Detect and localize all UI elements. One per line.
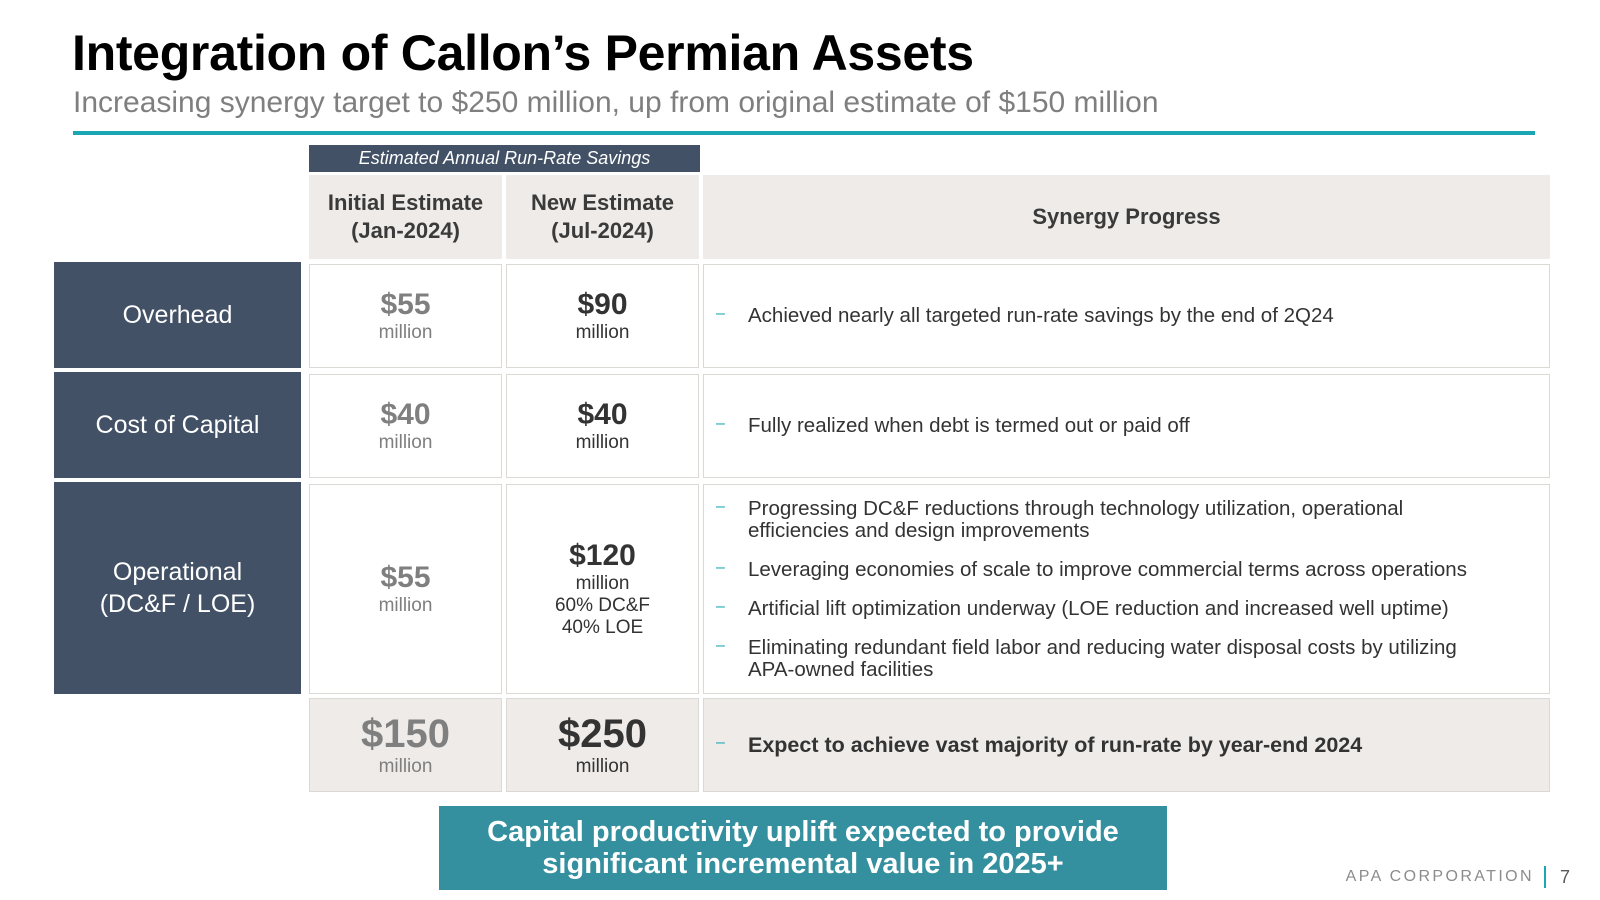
cost-of-capital-new-cell: $40 million	[506, 374, 699, 478]
operational-new-unit: million	[575, 573, 630, 594]
slide-footer: APA CORPORATION 7	[1346, 866, 1570, 888]
column-header-initial: Initial Estimate (Jan-2024)	[309, 175, 502, 259]
column-header-new: New Estimate (Jul-2024)	[506, 175, 699, 259]
overhead-progress-cell: – Achieved nearly all targeted run-rate …	[703, 264, 1550, 368]
overhead-new-unit: million	[575, 322, 630, 343]
cost-of-capital-initial-cell: $40 million	[309, 374, 502, 478]
row-label-cost-of-capital-text: Cost of Capital	[95, 411, 260, 439]
column-header-new-line1: New Estimate	[530, 190, 675, 215]
overhead-initial-unit: million	[378, 322, 433, 343]
savings-group-label: Estimated Annual Run-Rate Savings	[309, 145, 700, 172]
dash-bullet-icon: –	[716, 415, 725, 432]
progress-bullet: – Achieved nearly all targeted run-rate …	[716, 305, 1519, 327]
cost-of-capital-new-value: $40	[577, 398, 628, 431]
progress-bullet-text: Eliminating redundant field labor and re…	[748, 635, 1457, 681]
callout-line1: Capital productivity uplift expected to …	[487, 816, 1119, 848]
dash-bullet-icon: –	[716, 305, 725, 322]
row-label-cost-of-capital: Cost of Capital	[54, 372, 301, 478]
total-initial-value: $150	[361, 712, 450, 756]
overhead-initial-value: $55	[380, 288, 431, 321]
operational-new-note-dcf: 60% DC&F	[554, 595, 651, 616]
progress-bullet-text: Artificial lift optimization underway (L…	[748, 596, 1449, 620]
dash-bullet-icon: –	[716, 558, 725, 576]
column-header-progress: Synergy Progress	[703, 175, 1550, 259]
progress-bullet-text: Progressing DC&F reductions through tech…	[748, 496, 1404, 542]
column-header-initial-line1: Initial Estimate	[327, 190, 484, 215]
title-divider	[73, 131, 1535, 135]
row-label-operational-line2: (DC&F / LOE)	[99, 590, 256, 618]
dash-bullet-icon: –	[716, 636, 725, 654]
dash-bullet-icon: –	[716, 497, 725, 515]
cost-of-capital-progress-cell: – Fully realized when debt is termed out…	[703, 374, 1550, 478]
row-label-overhead: Overhead	[54, 262, 301, 368]
callout-line2: significant incremental value in 2025+	[542, 848, 1064, 880]
progress-bullet-text: Leveraging economies of scale to improve…	[748, 557, 1467, 581]
progress-bullet-text: Fully realized when debt is termed out o…	[748, 414, 1190, 437]
progress-bullet-text: Expect to achieve vast majority of run-r…	[748, 733, 1363, 757]
dash-bullet-icon: –	[716, 597, 725, 615]
cost-of-capital-new-unit: million	[575, 432, 630, 453]
company-name: APA CORPORATION	[1345, 868, 1534, 885]
slide-subtitle: Increasing synergy target to $250 millio…	[73, 86, 1159, 119]
progress-bullet: – Eliminating redundant field labor and …	[716, 635, 1519, 681]
row-label-operational: Operational (DC&F / LOE)	[54, 482, 301, 694]
column-header-new-line2: (Jul-2024)	[551, 218, 654, 243]
cost-of-capital-initial-value: $40	[380, 398, 431, 431]
page-number: 7	[1559, 866, 1570, 887]
progress-bullet: – Artificial lift optimization underway …	[716, 596, 1519, 620]
cost-of-capital-initial-unit: million	[378, 432, 433, 453]
progress-bullet: – Leveraging economies of scale to impro…	[716, 557, 1519, 581]
operational-progress-cell: – Progressing DC&F reductions through te…	[703, 484, 1550, 694]
footer-divider	[1543, 866, 1546, 888]
total-initial-unit: million	[378, 756, 433, 777]
column-header-progress-label: Synergy Progress	[1032, 204, 1221, 229]
total-progress-cell: – Expect to achieve vast majority of run…	[703, 698, 1550, 792]
row-label-operational-line1: Operational	[112, 558, 243, 586]
capital-productivity-callout: Capital productivity uplift expected to …	[439, 806, 1167, 890]
operational-initial-unit: million	[378, 595, 433, 616]
total-new-value: $250	[558, 712, 647, 756]
operational-initial-cell: $55 million	[309, 484, 502, 694]
progress-bullet: – Fully realized when debt is termed out…	[716, 415, 1519, 437]
operational-new-cell: $120 million 60% DC&F 40% LOE	[506, 484, 699, 694]
progress-bullet-text: Achieved nearly all targeted run-rate sa…	[748, 304, 1334, 327]
total-new-cell: $250 million	[506, 698, 699, 792]
operational-new-value: $120	[569, 539, 636, 572]
operational-new-note-loe: 40% LOE	[561, 617, 644, 638]
overhead-initial-cell: $55 million	[309, 264, 502, 368]
row-label-overhead-text: Overhead	[122, 301, 233, 329]
progress-bullet: – Progressing DC&F reductions through te…	[716, 496, 1519, 542]
slide-title: Integration of Callon’s Permian Assets	[72, 25, 974, 81]
dash-bullet-icon: –	[716, 734, 725, 751]
progress-bullet: – Expect to achieve vast majority of run…	[716, 734, 1519, 756]
total-initial-cell: $150 million	[309, 698, 502, 792]
overhead-new-value: $90	[577, 288, 628, 321]
operational-initial-value: $55	[380, 561, 431, 594]
total-new-unit: million	[575, 756, 630, 777]
column-header-initial-line2: (Jan-2024)	[351, 218, 460, 243]
overhead-new-cell: $90 million	[506, 264, 699, 368]
